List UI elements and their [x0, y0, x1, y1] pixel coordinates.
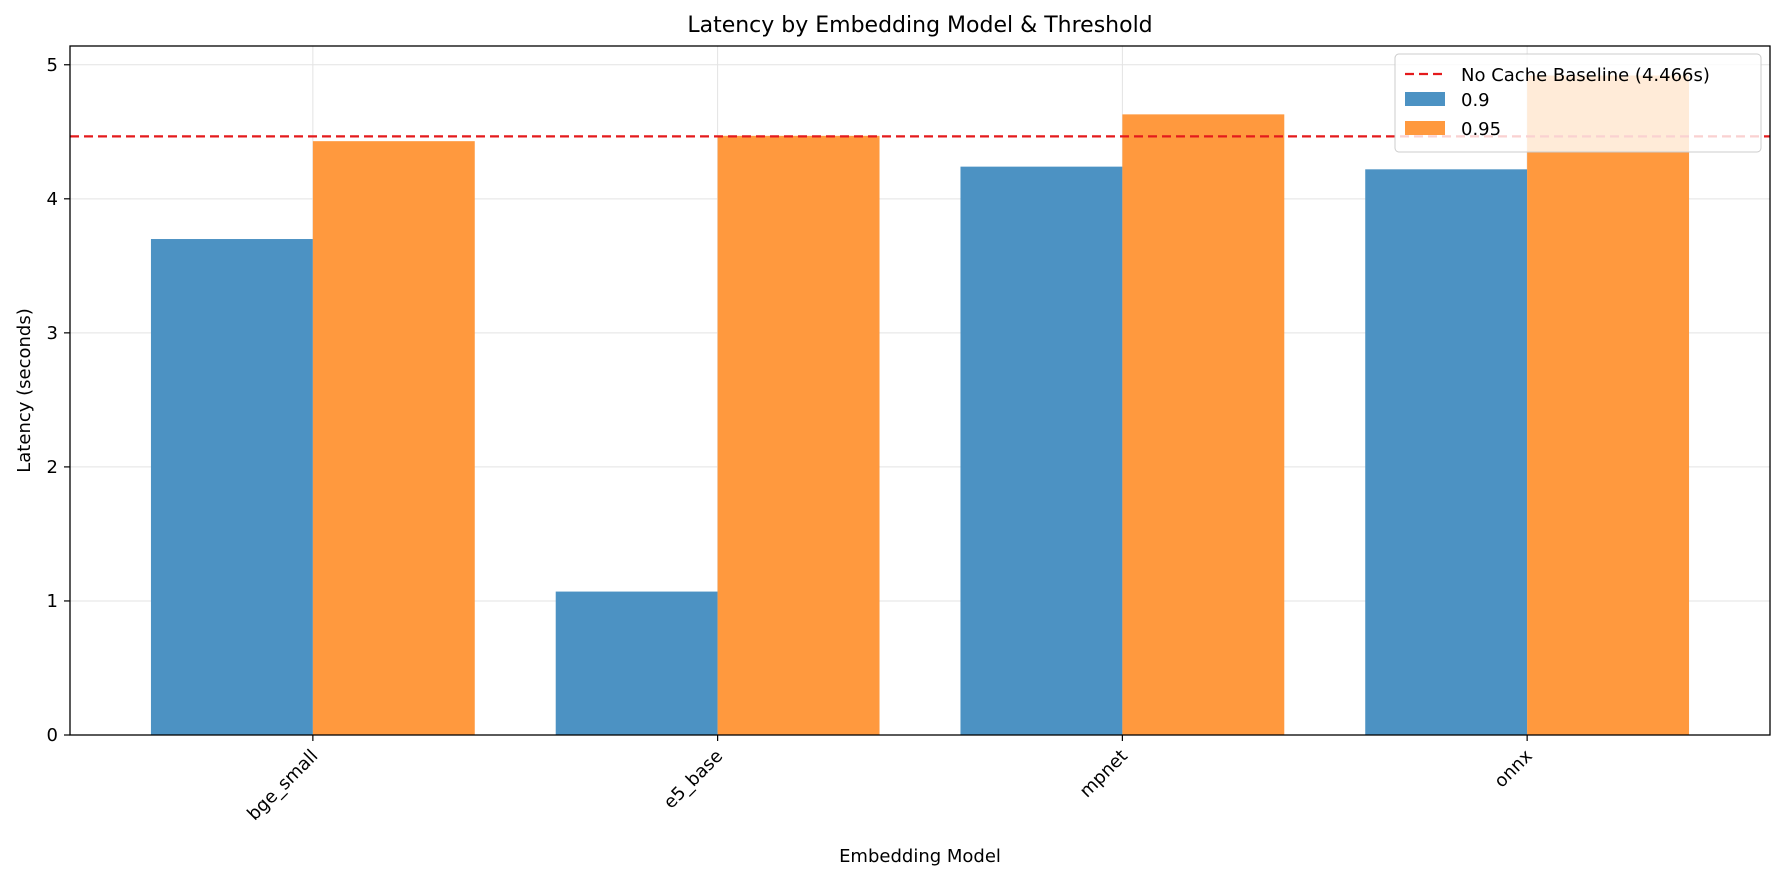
bar-series-1-bge_small: [312, 141, 475, 735]
bars: [150, 75, 1690, 736]
y-axis-label: Latency (seconds): [14, 308, 35, 473]
plot-frame: [69, 45, 1771, 736]
y-tick-label-2: 2: [47, 457, 58, 478]
y-tick-label-5: 5: [47, 55, 58, 76]
legend-series-1-swatch: [1405, 121, 1445, 135]
legend-series-1-label: 0.95: [1461, 119, 1501, 140]
x-axis-ticks: bge_small e5_base mpnet onnx: [243, 735, 1537, 825]
bar-series-1-e5_base: [717, 135, 880, 735]
y-axis-ticks: 0 1 2 3 4 5: [47, 55, 70, 746]
bar-series-0-mpnet: [960, 166, 1123, 735]
legend-baseline-label: No Cache Baseline (4.466s): [1461, 65, 1710, 86]
y-tick-label-0: 0: [47, 725, 58, 746]
bar-series-0-onnx: [1365, 169, 1528, 736]
bar-series-1-onnx: [1527, 75, 1690, 735]
y-tick-label-4: 4: [47, 189, 58, 210]
x-tick-label-onnx: onnx: [1490, 745, 1537, 792]
bar-series-0-bge_small: [150, 239, 313, 736]
legend-box: [1394, 53, 1762, 153]
chart-title: Latency by Embedding Model & Threshold: [687, 13, 1152, 38]
legend: No Cache Baseline (4.466s) 0.9 0.95: [1394, 53, 1762, 153]
legend-series-0-swatch: [1405, 92, 1445, 106]
bar-series-1-mpnet: [1122, 114, 1285, 735]
y-tick-label-1: 1: [47, 591, 58, 612]
legend-series-0-label: 0.9: [1461, 90, 1490, 111]
bar-series-0-e5_base: [555, 591, 718, 735]
x-tick-label-mpnet: mpnet: [1076, 746, 1132, 802]
y-tick-label-3: 3: [47, 323, 58, 344]
x-axis-label: Embedding Model: [839, 846, 1001, 867]
x-tick-label-e5_base: e5_base: [660, 746, 727, 813]
x-tick-label-bge_small: bge_small: [243, 746, 322, 825]
